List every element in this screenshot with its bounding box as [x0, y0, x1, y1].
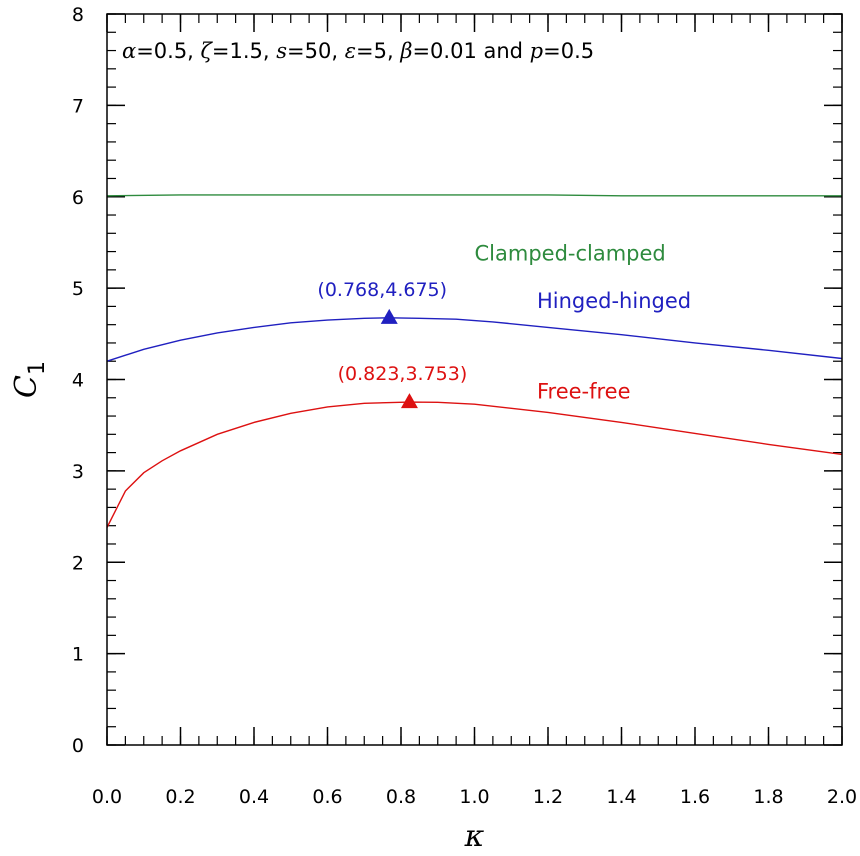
y-tick-label: 7 [72, 95, 84, 117]
ticks-layer: 0.0 0.2 0.4 0.6 0.8 1.0 1.2 1.4 1.6 1.8 2.0 0 1 2 3 4 5 6… [72, 4, 857, 808]
y-tick-label: 1 [72, 644, 84, 666]
y-tick-label: 5 [72, 278, 84, 300]
x-tick-label: 0.0 [92, 786, 122, 808]
y-axis-title-subscript: 1 [25, 361, 50, 375]
x-tick-label: 1.2 [533, 786, 563, 808]
y-tick-label: 0 [72, 735, 84, 757]
y-tick-label: 4 [72, 370, 84, 392]
free-free-label: Free-free [537, 380, 631, 404]
free-free-peak-marker [400, 393, 418, 409]
hinged-hinged-peak-label: (0.768,4.675) [317, 279, 447, 301]
y-tick-label: 2 [72, 552, 84, 574]
x-axis-title: κ [464, 819, 485, 854]
y-tick-label: 3 [72, 461, 84, 483]
y-axis-title: C1 [9, 361, 50, 398]
x-tick-label: 0.2 [165, 786, 195, 808]
hinged-hinged-peak-marker [380, 308, 398, 324]
x-tick-label: 0.8 [386, 786, 416, 808]
x-tick-label: 1.8 [753, 786, 783, 808]
y-axis-title-main: C [9, 375, 44, 398]
y-tick-label: 8 [72, 4, 84, 26]
plot-frame [106, 13, 843, 746]
parameter-annotation: α=0.5, ζ=1.5, s=50, ε=5, β=0.01 and p=0.… [122, 39, 594, 63]
hinged-hinged-line [106, 317, 843, 362]
x-tick-label: 1.4 [606, 786, 636, 808]
clamped-clamped-line [106, 194, 842, 197]
free-free-peak-label: (0.823,3.753) [338, 363, 468, 385]
x-tick-label: 2.0 [827, 786, 857, 808]
x-tick-label: 1.6 [680, 786, 710, 808]
y-tick-label: 6 [72, 187, 84, 209]
free-free-line [106, 401, 843, 528]
x-tick-label: 0.6 [312, 786, 342, 808]
clamped-clamped-label: Clamped-clamped [475, 242, 666, 266]
hinged-hinged-label: Hinged-hinged [537, 289, 691, 313]
series-layer: Clamped-clamped Hinged-hinged (0.768,4.675… [106, 194, 843, 528]
x-tick-label: 1.0 [459, 786, 489, 808]
x-tick-label: 0.4 [239, 786, 269, 808]
